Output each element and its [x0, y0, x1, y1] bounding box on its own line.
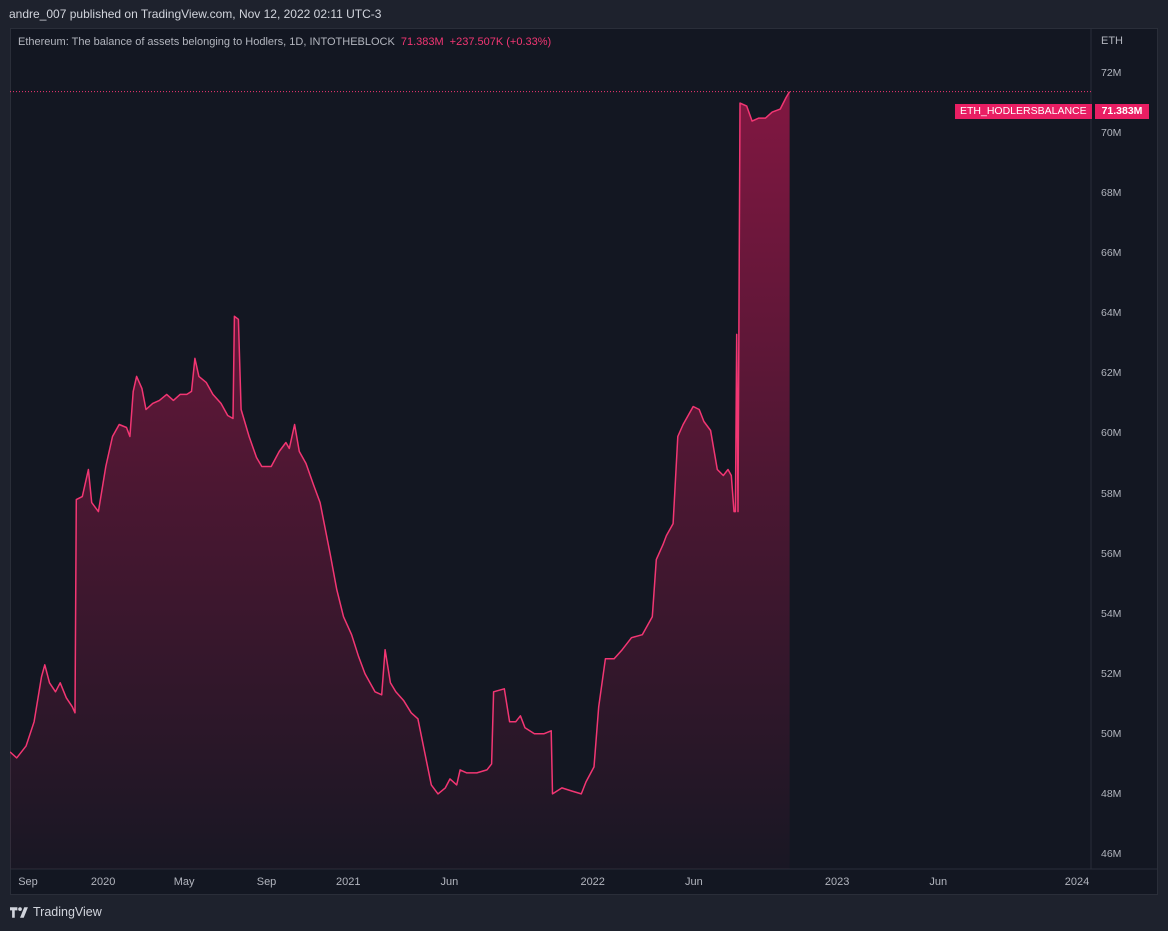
price-scale-currency[interactable]: ETH [1101, 35, 1123, 47]
legend-title: Ethereum: The balance of assets belongin… [18, 36, 395, 48]
x-tick-label: 2020 [90, 876, 116, 888]
x-tick-label: 2021 [335, 876, 361, 888]
x-tick-label: Sep [18, 876, 38, 888]
y-tick-label: 70M [1101, 127, 1122, 140]
x-tick-label: Sep [256, 876, 277, 888]
y-tick-label: 54M [1101, 607, 1122, 620]
y-tick-label: 60M [1101, 427, 1122, 440]
y-tick-label: 62M [1101, 367, 1122, 380]
x-tick-label: Jun [440, 876, 459, 888]
legend-last-value: 71.383M [400, 36, 444, 48]
y-tick-label: 46M [1101, 847, 1122, 860]
x-tick-label: 2024 [1064, 876, 1090, 888]
publisher-bar: andre_007 published on TradingView.com, … [0, 0, 1168, 28]
y-tick-label: 56M [1101, 547, 1122, 560]
publisher-text: andre_007 published on TradingView.com, … [9, 7, 382, 21]
x-tick-label: 2023 [824, 876, 850, 888]
y-tick-label: 48M [1101, 787, 1122, 800]
x-tick-label: May [173, 876, 195, 888]
area-fill [10, 91, 790, 870]
tradingview-logo-icon [10, 906, 28, 918]
x-tick-label: Jun [684, 876, 703, 888]
series-line[interactable] [10, 91, 791, 795]
y-tick-label: 58M [1101, 487, 1122, 500]
last-value-tag: 71.383M [1095, 104, 1149, 119]
y-tick-label: 68M [1101, 187, 1122, 200]
x-tick-label: Jun [929, 876, 948, 888]
chart-canvas[interactable] [10, 28, 1158, 895]
x-tick-label: 2022 [580, 876, 605, 888]
series-name-tag: ETH_HODLERSBALANCE [955, 104, 1092, 119]
tradingview-logo[interactable]: TradingView [10, 905, 102, 919]
y-tick-label: 50M [1101, 727, 1122, 740]
y-tick-label: 66M [1101, 247, 1122, 260]
chart-legend[interactable]: Ethereum: The balance of assets belongin… [18, 36, 551, 48]
y-tick-label: 64M [1101, 307, 1122, 320]
legend-change: +237.507K (+0.33%) [449, 36, 552, 48]
y-tick-label: 72M [1101, 67, 1122, 80]
tradingview-logo-text: TradingView [33, 905, 102, 919]
y-tick-label: 52M [1101, 667, 1122, 680]
